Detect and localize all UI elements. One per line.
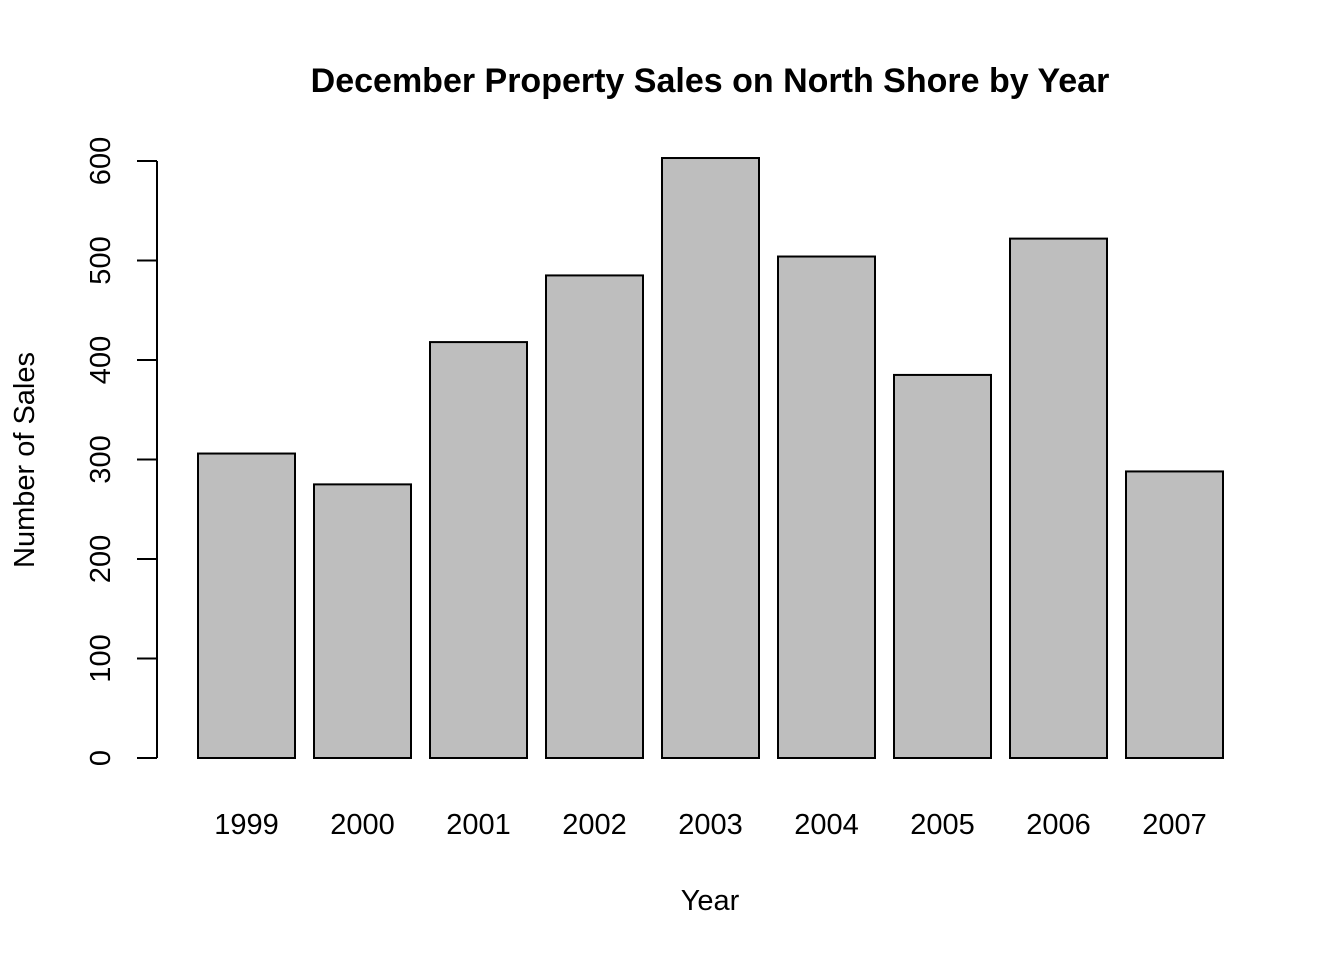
- x-tick-label: 2003: [678, 809, 743, 841]
- bar-2000: [313, 483, 412, 759]
- bar-2003: [661, 157, 760, 759]
- x-tick-label: 2004: [794, 809, 859, 841]
- bar-2001: [429, 341, 528, 759]
- y-tick-label: 600: [85, 137, 117, 185]
- bar-2004: [777, 255, 876, 759]
- bar-2007: [1125, 470, 1224, 759]
- x-axis-label: Year: [681, 885, 740, 917]
- y-axis-label: Number of Sales: [9, 352, 41, 568]
- y-tick-label: 400: [85, 336, 117, 384]
- x-tick-label: 2001: [446, 809, 511, 841]
- x-tick-label: 2007: [1142, 809, 1207, 841]
- x-tick-label: 2000: [330, 809, 395, 841]
- bar-2006: [1009, 237, 1108, 760]
- y-tick-label: 500: [85, 236, 117, 284]
- bars-group: [197, 157, 1224, 760]
- bar-2005: [893, 373, 992, 759]
- x-tick-label: 2006: [1026, 809, 1091, 841]
- y-tick-label: 200: [85, 535, 117, 583]
- x-tick-label: 2002: [562, 809, 627, 841]
- y-axis: 0 100 200 300 400 500 600: [85, 137, 158, 766]
- y-tick-label: 0: [85, 750, 117, 766]
- bar-1999: [197, 452, 296, 759]
- y-tick-label: 300: [85, 435, 117, 483]
- x-tick-label: 2005: [910, 809, 975, 841]
- x-tick-labels: 1999 2000 2001 2002 2003 2004 2005 2006 2007: [214, 809, 1207, 841]
- x-tick-label: 1999: [214, 809, 279, 841]
- chart-title: December Property Sales on North Shore b…: [311, 62, 1110, 100]
- bar-2002: [545, 274, 644, 759]
- y-tick-label: 100: [85, 634, 117, 682]
